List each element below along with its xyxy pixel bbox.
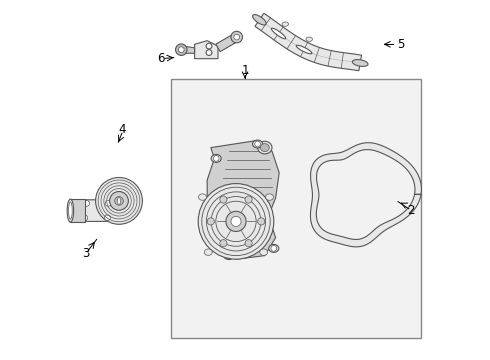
- Circle shape: [206, 50, 212, 55]
- Circle shape: [231, 216, 241, 226]
- Circle shape: [234, 34, 240, 40]
- Ellipse shape: [204, 249, 212, 255]
- Circle shape: [220, 240, 227, 247]
- Ellipse shape: [69, 202, 72, 219]
- Polygon shape: [311, 143, 421, 247]
- Ellipse shape: [269, 244, 279, 252]
- Circle shape: [105, 201, 111, 206]
- Circle shape: [115, 197, 123, 205]
- Ellipse shape: [211, 154, 221, 162]
- Ellipse shape: [252, 140, 263, 148]
- Ellipse shape: [271, 28, 286, 39]
- Text: 6: 6: [157, 52, 164, 65]
- Circle shape: [206, 43, 212, 49]
- Circle shape: [245, 240, 252, 247]
- Ellipse shape: [266, 194, 273, 200]
- Circle shape: [231, 31, 243, 43]
- Polygon shape: [216, 33, 239, 51]
- Ellipse shape: [306, 37, 313, 41]
- Circle shape: [175, 44, 187, 55]
- Polygon shape: [77, 200, 114, 221]
- Circle shape: [82, 215, 88, 221]
- Text: 5: 5: [397, 38, 404, 51]
- Ellipse shape: [260, 249, 268, 255]
- Ellipse shape: [352, 60, 368, 66]
- Polygon shape: [207, 140, 279, 259]
- Circle shape: [226, 253, 232, 258]
- Circle shape: [198, 184, 274, 259]
- Circle shape: [84, 201, 90, 206]
- Circle shape: [96, 177, 143, 224]
- Circle shape: [258, 218, 265, 225]
- Ellipse shape: [224, 252, 234, 260]
- Polygon shape: [71, 199, 85, 222]
- Ellipse shape: [258, 141, 272, 154]
- Circle shape: [255, 141, 261, 147]
- Circle shape: [178, 47, 184, 53]
- Ellipse shape: [67, 199, 74, 222]
- Ellipse shape: [102, 198, 129, 207]
- Ellipse shape: [253, 15, 266, 25]
- Ellipse shape: [282, 22, 289, 26]
- Circle shape: [104, 215, 110, 221]
- Ellipse shape: [296, 45, 312, 54]
- Text: 4: 4: [119, 123, 126, 136]
- Circle shape: [226, 211, 246, 231]
- Circle shape: [110, 192, 128, 210]
- Ellipse shape: [198, 194, 206, 200]
- Circle shape: [213, 156, 219, 161]
- Circle shape: [207, 218, 215, 225]
- Bar: [171, 79, 421, 338]
- Circle shape: [245, 196, 252, 203]
- Polygon shape: [255, 13, 362, 71]
- Polygon shape: [184, 46, 195, 53]
- Circle shape: [220, 196, 227, 203]
- Text: 1: 1: [241, 64, 249, 77]
- Circle shape: [271, 246, 277, 251]
- Ellipse shape: [260, 144, 270, 152]
- Text: 3: 3: [82, 247, 90, 260]
- Ellipse shape: [118, 197, 121, 204]
- Polygon shape: [195, 41, 218, 59]
- Text: 2: 2: [407, 204, 415, 217]
